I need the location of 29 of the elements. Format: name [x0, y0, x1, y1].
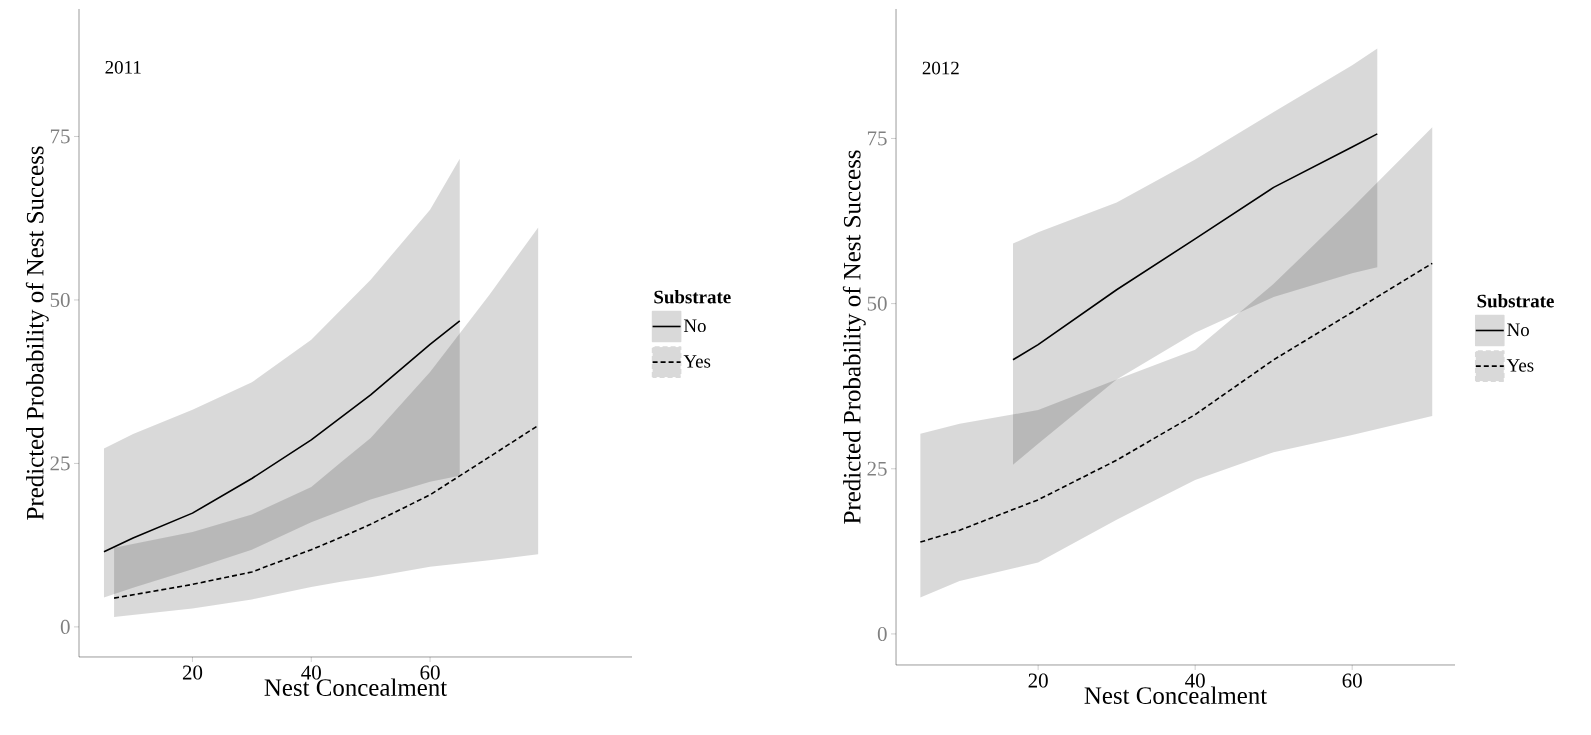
- y-axis-title: Predicted Probability of Nest Success: [25, 146, 49, 520]
- y-tick-label: 0: [60, 619, 70, 634]
- line-series: [919, 262, 1434, 543]
- x-tick-label: 20: [1028, 673, 1048, 688]
- y-tick-label: 25: [867, 461, 887, 476]
- text: 2011: [105, 60, 141, 74]
- legend-title: Substrate: [654, 290, 731, 304]
- legend-label: Yes: [1506, 359, 1534, 372]
- line-series: [113, 424, 539, 599]
- x-tick-label: 40: [301, 665, 321, 680]
- legend-label: No: [1507, 323, 1529, 337]
- y-tick-label: 25: [50, 456, 70, 471]
- y-tick-label: 75: [867, 131, 887, 146]
- legend-label: Yes: [683, 355, 711, 368]
- y-axis-title: Predicted Probability of Nest Success: [842, 150, 866, 524]
- x-axis-title: Nest Concealment: [1084, 686, 1268, 704]
- x-tick-label: 20: [182, 665, 203, 680]
- x-tick-label: 60: [1342, 673, 1362, 688]
- line-series: [103, 320, 461, 553]
- legend-title: Substrate: [1477, 294, 1554, 308]
- y-tick-label: 50: [867, 296, 887, 311]
- text: 2012: [922, 61, 959, 75]
- legend-label: No: [683, 319, 706, 333]
- x-tick-label: 40: [1185, 673, 1205, 688]
- y-tick-label: 75: [50, 129, 70, 144]
- x-tick-label: 60: [420, 665, 440, 680]
- y-tick-label: 50: [50, 292, 70, 308]
- line-series: [1012, 133, 1379, 361]
- y-tick-label: 0: [877, 626, 887, 641]
